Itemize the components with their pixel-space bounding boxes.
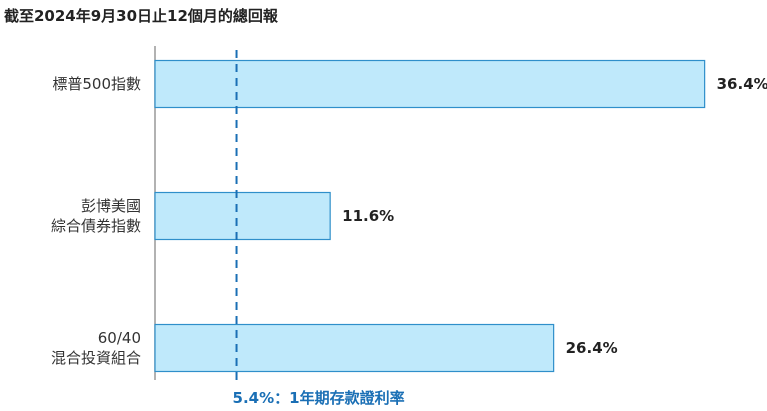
value-labels-group: 36.4% 11.6% 26.4% xyxy=(342,75,767,357)
chart-title: 截至2024年9月30日止12個月的總回報 xyxy=(4,7,278,25)
value-label-1: 11.6% xyxy=(342,207,394,225)
category-label-1-0: 彭博美國 xyxy=(81,197,141,215)
bar-1 xyxy=(154,191,331,241)
category-label-0-0: 標普500指數 xyxy=(52,75,141,93)
bars-group xyxy=(154,59,706,373)
reference-line-label: 5.4%：1年期存款證利率 xyxy=(233,389,405,407)
bar-2 xyxy=(154,323,555,373)
category-label-2-0: 60/40 xyxy=(98,329,141,347)
category-label-2-1: 混合投資組合 xyxy=(51,349,141,367)
value-label-2: 26.4% xyxy=(566,339,618,357)
value-label-0: 36.4% xyxy=(717,75,767,93)
bar-0 xyxy=(154,59,706,109)
category-label-1-1: 綜合債券指數 xyxy=(51,217,141,235)
